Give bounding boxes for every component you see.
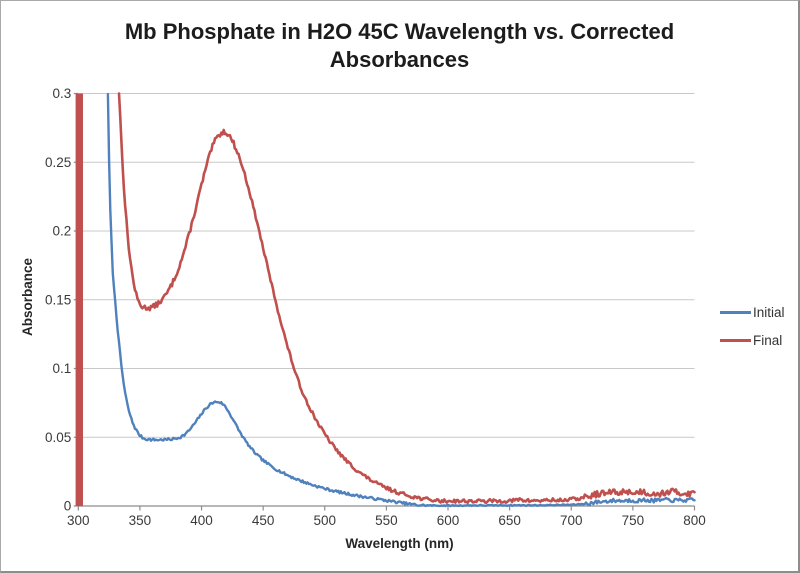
x-tick-label-800: 800 bbox=[683, 513, 706, 528]
x-tick-label-500: 500 bbox=[314, 513, 337, 528]
series-initial-line bbox=[106, 92, 696, 508]
y-tick-label-0.1: 0.1 bbox=[53, 361, 72, 376]
x-tick-label-650: 650 bbox=[498, 513, 521, 528]
legend-swatch-final-line bbox=[720, 338, 751, 342]
legend-item-final: Final bbox=[720, 326, 785, 354]
x-tick-label-400: 400 bbox=[190, 513, 213, 528]
legend-label-final: Final bbox=[753, 332, 783, 348]
y-tick-label-0: 0 bbox=[64, 499, 72, 514]
x-tick-label-600: 600 bbox=[437, 513, 460, 528]
chart-title-line2: Absorbances bbox=[329, 47, 470, 72]
x-tick-label-350: 350 bbox=[129, 513, 152, 528]
chart-title-line1: Mb Phosphate in H2O 45C Wavelength vs. C… bbox=[124, 19, 675, 44]
legend-swatch-initial-line bbox=[720, 310, 751, 314]
x-tick-label-450: 450 bbox=[252, 513, 275, 528]
x-tick-label-750: 750 bbox=[622, 513, 645, 528]
legend-item-initial: Initial bbox=[720, 298, 785, 326]
y-tick-label-0.3: 0.3 bbox=[53, 86, 72, 101]
x-tick-label-700: 700 bbox=[560, 513, 583, 528]
series-final-line bbox=[117, 92, 696, 505]
saturation-noise-bar bbox=[75, 93, 83, 506]
legend: Initial Final bbox=[720, 298, 785, 354]
x-tick-label-300: 300 bbox=[67, 513, 90, 528]
legend-label-initial: Initial bbox=[753, 304, 785, 320]
y-tick-label-0.05: 0.05 bbox=[45, 430, 71, 445]
y-tick-label-0.25: 0.25 bbox=[45, 155, 71, 170]
x-axis-title: Wavelength (nm) bbox=[345, 536, 454, 551]
chart-title: Mb Phosphate in H2O 45C Wavelength vs. C… bbox=[1, 18, 798, 74]
y-tick-label-0.2: 0.2 bbox=[53, 224, 72, 239]
y-tick-label-0.15: 0.15 bbox=[45, 292, 71, 307]
x-tick-label-550: 550 bbox=[375, 513, 398, 528]
